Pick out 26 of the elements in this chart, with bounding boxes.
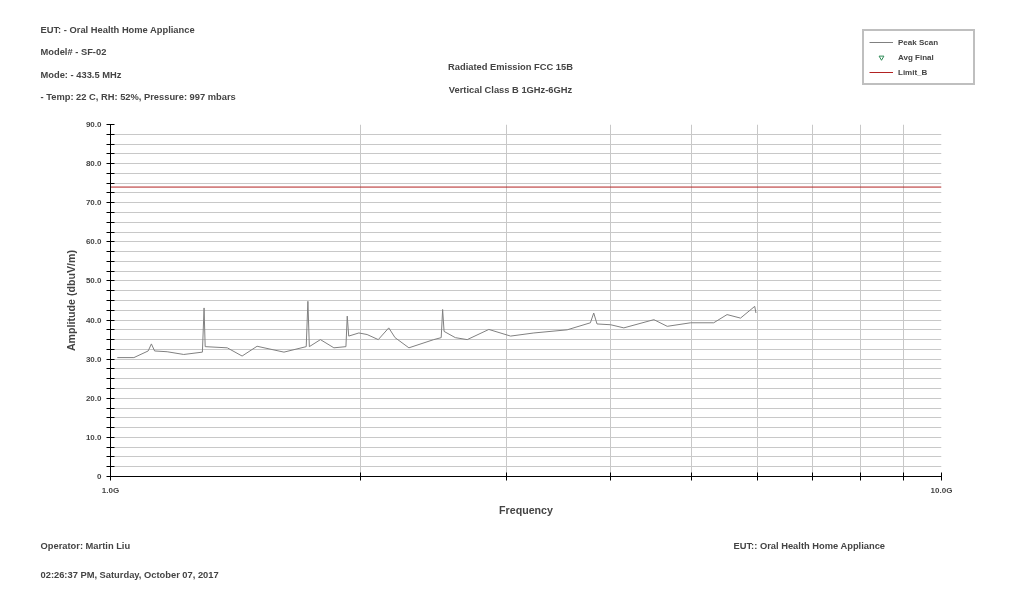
y-tick-label: 70.0: [85, 198, 103, 208]
y-tick-label: 40.0: [85, 315, 103, 325]
y-tick-label: 60.0: [85, 237, 103, 247]
x-axis-title: Frequency: [499, 503, 554, 516]
text: Operator: Martin Liu: [40, 540, 131, 551]
legend-label: Avg Final: [898, 51, 935, 63]
x-tick-label: 1.0G: [101, 485, 120, 495]
chart-title: Radiated Emission FCC 15B: [448, 61, 574, 72]
y-tick-label: 20.0: [85, 393, 103, 403]
y-tick-label: 0: [97, 472, 103, 481]
x-tick-label: 10.0G: [930, 485, 953, 495]
y-tick-label: 10.0: [85, 432, 103, 442]
y-tick-label: 30.0: [85, 354, 103, 364]
text: - Temp: 22 C, RH: 52%, Pressure: 997 mbars: [40, 91, 236, 102]
y-tick-label: 90.0: [85, 120, 103, 129]
text: Mode: - 433.5 MHz: [40, 69, 122, 80]
text: EUT: - Oral Health Home Appliance: [40, 24, 195, 35]
legend-label: Peak Scan: [898, 36, 940, 48]
legend-label: Limit_B: [898, 66, 929, 78]
chart-subtitle: Vertical Class B 1GHz-6GHz: [448, 84, 573, 95]
text: 02:26:37 PM, Saturday, October 07, 2017: [40, 569, 219, 580]
y-tick-label: 80.0: [85, 159, 103, 169]
text: EUT:: Oral Health Home Appliance: [733, 540, 886, 551]
text: Model# - SF-02: [40, 46, 107, 57]
y-axis-title: Amplitude (dbuV/m): [64, 249, 77, 352]
y-tick-label: 50.0: [85, 276, 103, 286]
